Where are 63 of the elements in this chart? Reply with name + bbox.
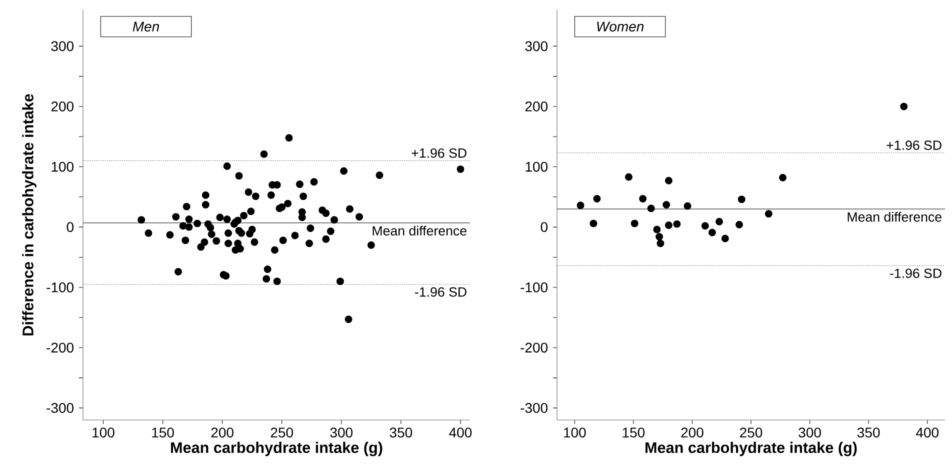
y-tick-label: 100 (52, 162, 74, 172)
x-tick-label: 150 (622, 428, 645, 438)
point (639, 194, 647, 202)
y-tick-label: -200 (520, 342, 548, 353)
ref-line-label: +1.96 SD (412, 148, 466, 158)
x-tick-label: 400 (916, 428, 938, 438)
y-tick-label: -300 (46, 402, 74, 413)
y-tick-label: 0 (540, 222, 548, 232)
point (779, 174, 786, 182)
text: Men (132, 22, 159, 32)
x-tick-label: 100 (92, 428, 114, 438)
point (721, 234, 729, 242)
x-axis-title: Mean carbohydrate intake (g) (646, 442, 857, 456)
y-tick-label: -300 (520, 402, 548, 413)
point (708, 228, 716, 236)
point (624, 173, 632, 181)
y-tick-label: 300 (525, 41, 548, 52)
point (576, 202, 584, 210)
point (764, 210, 772, 218)
point (656, 240, 664, 248)
point (716, 218, 723, 226)
y-tick-label: 100 (526, 162, 548, 172)
y-tick-label: 300 (51, 41, 74, 52)
point (656, 232, 664, 240)
x-tick-label: 150 (152, 428, 174, 438)
y-tick-label: -100 (46, 282, 74, 292)
x-tick-label: 300 (798, 428, 821, 438)
point (664, 176, 672, 184)
x-tick-label: 300 (330, 428, 353, 438)
point (684, 202, 692, 210)
ref-line-label: Mean difference (848, 212, 942, 222)
point (662, 201, 670, 208)
text: Women (597, 22, 644, 32)
x-tick-label: 200 (681, 428, 704, 438)
y-tick-label: 0 (66, 222, 74, 232)
y-tick-label: 200 (525, 102, 548, 112)
point (653, 226, 661, 234)
x-tick-label: 400 (449, 428, 472, 438)
point (593, 194, 601, 202)
x-tick-label: 100 (564, 428, 586, 438)
point (647, 204, 655, 212)
ref-line-label: Mean difference (372, 226, 466, 236)
ref-line-label: -1.96 SD (415, 287, 466, 297)
ref-line-label: -1.96 SD (890, 268, 942, 278)
x-tick-label: 350 (857, 428, 880, 438)
x-tick-label: 250 (740, 428, 762, 438)
point (738, 196, 746, 204)
point (673, 220, 681, 228)
x-tick-label: 200 (211, 428, 234, 438)
y-tick-label: 200 (51, 102, 74, 112)
point (630, 220, 638, 228)
point (590, 220, 598, 228)
y-tick-label: -100 (520, 282, 548, 292)
ref-line-label: +1.96 SD (886, 140, 942, 150)
x-axis-title: Mean carbohydrate intake (g) (171, 442, 382, 456)
point (900, 102, 908, 110)
y-tick-label: -200 (46, 342, 74, 353)
point (701, 222, 709, 230)
x-tick-label: 350 (390, 428, 412, 438)
point (736, 220, 743, 228)
y-axis-title: Difference in carbohydrate intake (22, 94, 36, 336)
x-tick-label: 250 (270, 428, 293, 438)
point (664, 222, 672, 229)
